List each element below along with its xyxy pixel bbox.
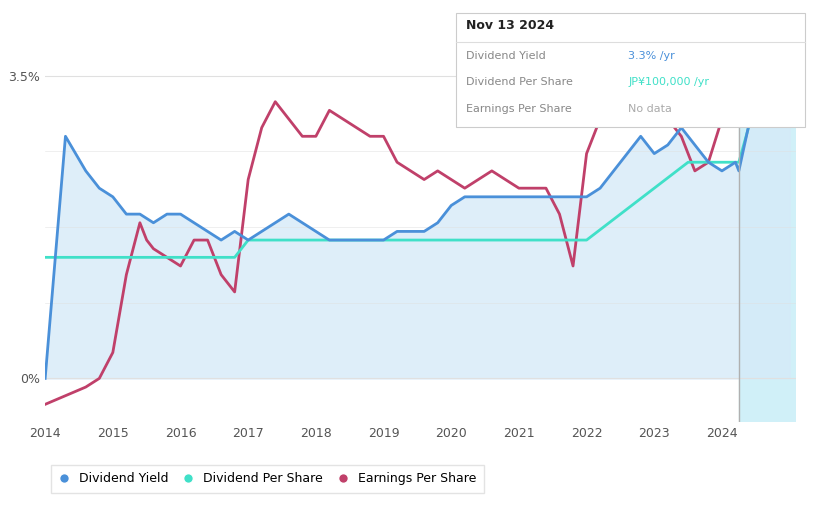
Text: JP¥100,000 /yr: JP¥100,000 /yr — [628, 77, 709, 87]
Text: Dividend Per Share: Dividend Per Share — [466, 77, 572, 87]
Bar — [739, 15, 796, 422]
Text: Nov 13 2024: Nov 13 2024 — [466, 19, 553, 32]
Legend: Dividend Yield, Dividend Per Share, Earnings Per Share: Dividend Yield, Dividend Per Share, Earn… — [52, 465, 484, 493]
Text: Dividend Yield: Dividend Yield — [466, 51, 545, 61]
Text: 3.3% /yr: 3.3% /yr — [628, 51, 675, 61]
Text: Past: Past — [742, 41, 765, 51]
Text: No data: No data — [628, 104, 672, 114]
Text: Earnings Per Share: Earnings Per Share — [466, 104, 571, 114]
